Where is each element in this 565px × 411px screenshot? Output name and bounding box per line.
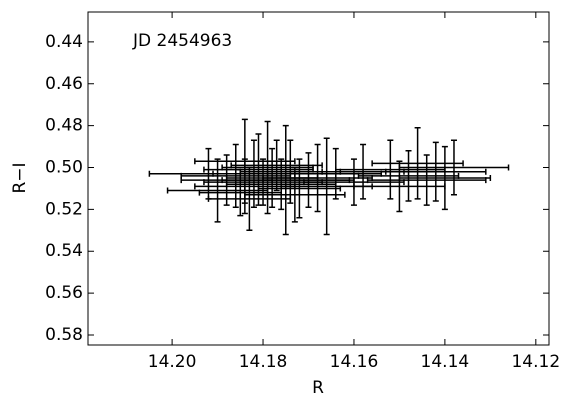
- y-error-bar: [314, 143, 321, 213]
- y-error-bar: [246, 166, 253, 232]
- y-tick-label: 0.58: [45, 325, 83, 345]
- y-tick-label: 0.52: [45, 199, 83, 219]
- y-error-bar: [387, 139, 394, 200]
- x-tick-label: 14.18: [239, 352, 288, 372]
- y-tick-label: 0.50: [45, 158, 83, 178]
- y-error-bar: [423, 154, 430, 206]
- y-error-bar: [323, 137, 330, 236]
- x-tick-label: 14.14: [421, 352, 470, 372]
- y-error-bar: [282, 124, 289, 236]
- y-error-bar: [232, 143, 239, 209]
- y-tick-label: 0.54: [45, 241, 83, 261]
- plot-frame: [87, 11, 550, 346]
- y-error-bar: [360, 143, 367, 200]
- y-tick-label: 0.46: [45, 74, 83, 94]
- y-error-bar: [273, 139, 280, 192]
- x-axis-label: R: [312, 378, 324, 398]
- y-error-bar: [241, 118, 248, 204]
- y-tick-label: 0.56: [45, 283, 83, 303]
- y-error-bar: [396, 160, 403, 213]
- x-tick-label: 14.16: [330, 352, 379, 372]
- annotation: JD 2454963: [132, 31, 232, 51]
- y-axis-label: R−I: [10, 162, 30, 193]
- x-tick-label: 14.12: [511, 352, 560, 372]
- y-error-bar: [432, 141, 439, 202]
- y-tick-label: 0.44: [45, 32, 83, 52]
- y-error-bar: [441, 145, 448, 211]
- y-error-bar: [255, 133, 262, 206]
- y-error-bar: [350, 158, 357, 206]
- y-error-bar: [405, 150, 412, 202]
- y-tick-label: 0.48: [45, 116, 83, 136]
- x-tick-label: 14.20: [148, 352, 197, 372]
- y-error-bar: [332, 147, 339, 200]
- y-error-bar: [450, 139, 457, 196]
